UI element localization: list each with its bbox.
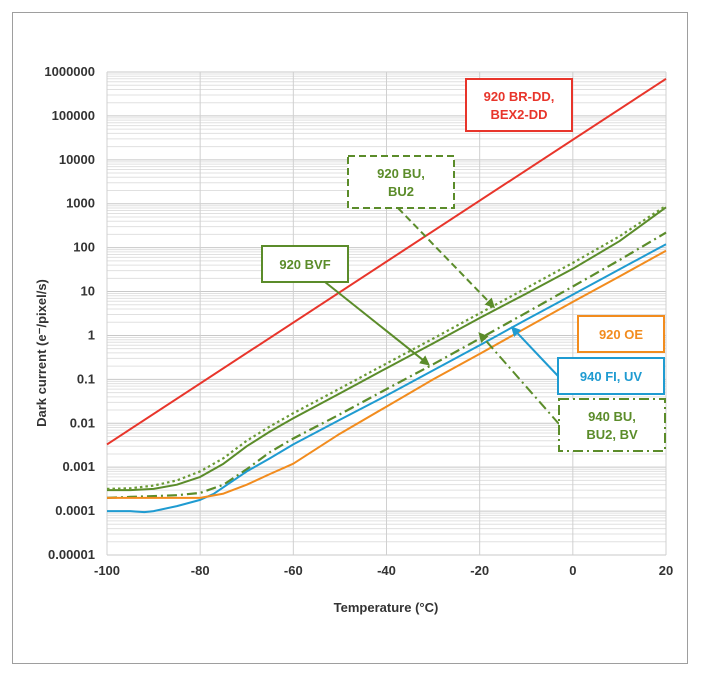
annotation-box: 920 OE [577,315,665,353]
annotation-arrow [397,207,496,309]
annotation-box: 940 FI, UV [510,326,665,395]
x-tick-label: -20 [470,563,489,578]
y-tick-label: 1 [88,327,95,342]
series-line [107,243,667,514]
annotation-arrow [324,281,430,366]
y-tick-label: 1000000 [44,64,95,79]
y-tick-label: 10000 [59,152,95,167]
annotation-arrow [478,332,560,425]
y-tick-label: 10 [81,284,95,299]
annotation-box: 920 BR-DD, BEX2-DD [465,78,573,132]
annotation-border [261,245,349,283]
annotation-label: 920 OE [599,327,643,342]
x-tick-label: -40 [377,563,396,578]
x-tick-label: 0 [569,563,576,578]
y-tick-label: 100000 [52,108,95,123]
annotation-label: BU2, BV [586,427,638,442]
annotation-label: 940 BU, [588,409,636,424]
annotation-arrow [510,326,559,377]
series-line [106,231,667,499]
x-tick-label: -60 [284,563,303,578]
annotation-label: 920 BVF [279,257,330,272]
series-layer [106,77,667,514]
series-line [106,204,667,490]
annotation-border [558,398,666,452]
x-tick-label: -80 [191,563,210,578]
annotation-box: 940 BU, BU2, BV [478,332,666,452]
annotation-border [557,357,665,395]
annotations-layer: 920 BR-DD, BEX2-DD 920 BU, BU2 920 BVF 920 OE… [261,78,666,452]
y-tick-label: 0.0001 [55,503,95,518]
series-line [107,206,667,492]
x-axis-title: Temperature (°C) [334,600,439,615]
annotation-label: 940 FI, UV [580,369,642,384]
y-tick-label: 0.1 [77,371,95,386]
annotation-label: BEX2-DD [490,107,547,122]
annotation-border [465,78,573,132]
y-tick-label: 100 [73,240,95,255]
annotation-border [347,155,455,209]
x-tick-label: -100 [94,563,120,578]
y-tick-label: 0.01 [70,415,95,430]
series-line [107,249,667,499]
y-tick-label: 0.00001 [48,547,95,562]
y-tick-label: 1000 [66,196,95,211]
grid [106,71,667,556]
annotation-label: 920 BR-DD, [484,89,555,104]
annotation-border [577,315,665,353]
ticks-layer: -100 -80 -60 -40 -20 0 20 0.00001 0.0001 0.001 0.0… [44,64,673,578]
annotation-label: 920 BU, [377,166,425,181]
annotation-label: BU2 [388,184,414,199]
y-axis-title: Dark current (e⁻/pixel/s) [34,279,49,427]
annotation-box: 920 BU, BU2 [347,155,496,309]
x-tick-label: 20 [659,563,673,578]
y-tick-label: 0.001 [62,459,95,474]
annotation-box: 920 BVF [261,245,430,366]
series-line [106,77,667,446]
